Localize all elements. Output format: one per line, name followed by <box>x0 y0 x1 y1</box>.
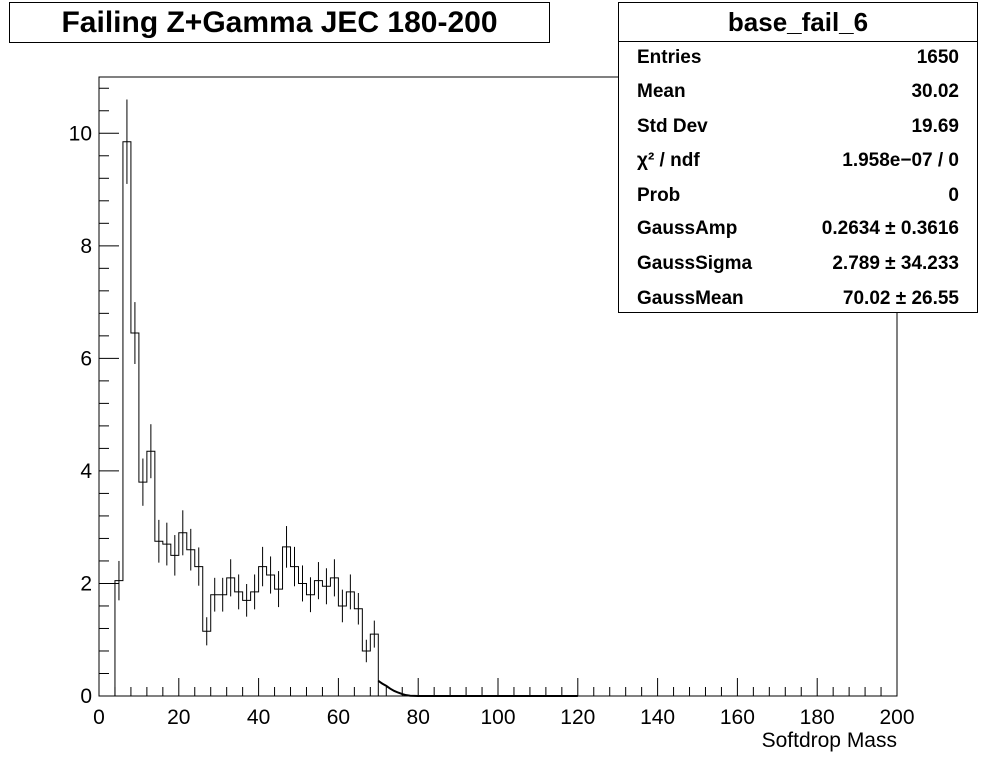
stat-row-mean: Mean 30.02 <box>619 75 977 109</box>
x-tick-label: 20 <box>167 706 190 729</box>
stat-label: χ² / ndf <box>637 150 700 171</box>
x-tick-label: 100 <box>480 706 515 729</box>
stat-row-entries: Entries 1650 <box>619 41 977 75</box>
x-tick-label: 80 <box>407 706 430 729</box>
x-tick-label: 60 <box>327 706 350 729</box>
y-tick-label: 0 <box>80 685 92 708</box>
x-tick-label: 180 <box>800 706 835 729</box>
stat-label: Std Dev <box>637 116 708 137</box>
stat-label: GaussMean <box>637 288 744 309</box>
x-tick-label: 40 <box>247 706 270 729</box>
stat-row-gaussamp: GaussAmp 0.2634 ± 0.3616 <box>619 212 977 246</box>
x-tick-label: 160 <box>720 706 755 729</box>
stat-value: 1650 <box>916 47 959 68</box>
x-tick-label: 0 <box>93 706 105 729</box>
x-tick-label: 200 <box>879 706 914 729</box>
histogram-bars <box>114 141 379 696</box>
stat-row-chi2: χ² / ndf 1.958e−07 / 0 <box>619 144 977 178</box>
stat-value: 70.02 ± 26.55 <box>842 288 959 309</box>
y-tick-label: 10 <box>69 122 92 145</box>
y-tick-label: 4 <box>80 460 92 483</box>
stat-value: 19.69 <box>911 116 959 137</box>
x-tick-label: 140 <box>640 706 675 729</box>
stat-value: 1.958e−07 / 0 <box>842 150 959 171</box>
stat-label: GaussAmp <box>637 218 738 239</box>
axis-ticks <box>98 87 898 697</box>
stat-value: 30.02 <box>911 81 959 102</box>
stat-value: 0 <box>948 185 959 206</box>
y-tick-label: 8 <box>80 235 92 258</box>
axis-tick-labels: 0 20 40 60 80 100 120 140 160 180 200 0 2 4 6 8 10 <box>69 122 915 729</box>
x-tick-label: 120 <box>560 706 595 729</box>
stat-label: Mean <box>637 81 686 102</box>
fit-line <box>377 679 578 697</box>
stat-value: 0.2634 ± 0.3616 <box>821 218 959 239</box>
stat-label: GaussSigma <box>637 253 753 274</box>
stats-box: base_fail_6 Entries 1650 Mean 30.02 Std … <box>618 2 978 313</box>
error-bars <box>118 99 375 663</box>
stat-value: 2.789 ± 34.233 <box>832 253 959 274</box>
stat-label: Entries <box>637 47 702 68</box>
y-tick-label: 6 <box>80 347 92 370</box>
histogram-outline <box>114 141 379 696</box>
stats-title: base_fail_6 <box>619 3 977 42</box>
stat-label: Prob <box>637 185 681 206</box>
chart-title: Failing Z+Gamma JEC 180-200 <box>9 2 550 43</box>
stat-row-gausssigma: GaussSigma 2.789 ± 34.233 <box>619 247 977 281</box>
y-tick-label: 2 <box>80 572 92 595</box>
fit-curve <box>377 679 578 697</box>
stat-row-stddev: Std Dev 19.69 <box>619 110 977 144</box>
stat-row-prob: Prob 0 <box>619 179 977 213</box>
x-axis-label: Softdrop Mass <box>762 729 897 752</box>
stat-row-gaussmean: GaussMean 70.02 ± 26.55 <box>619 282 977 316</box>
